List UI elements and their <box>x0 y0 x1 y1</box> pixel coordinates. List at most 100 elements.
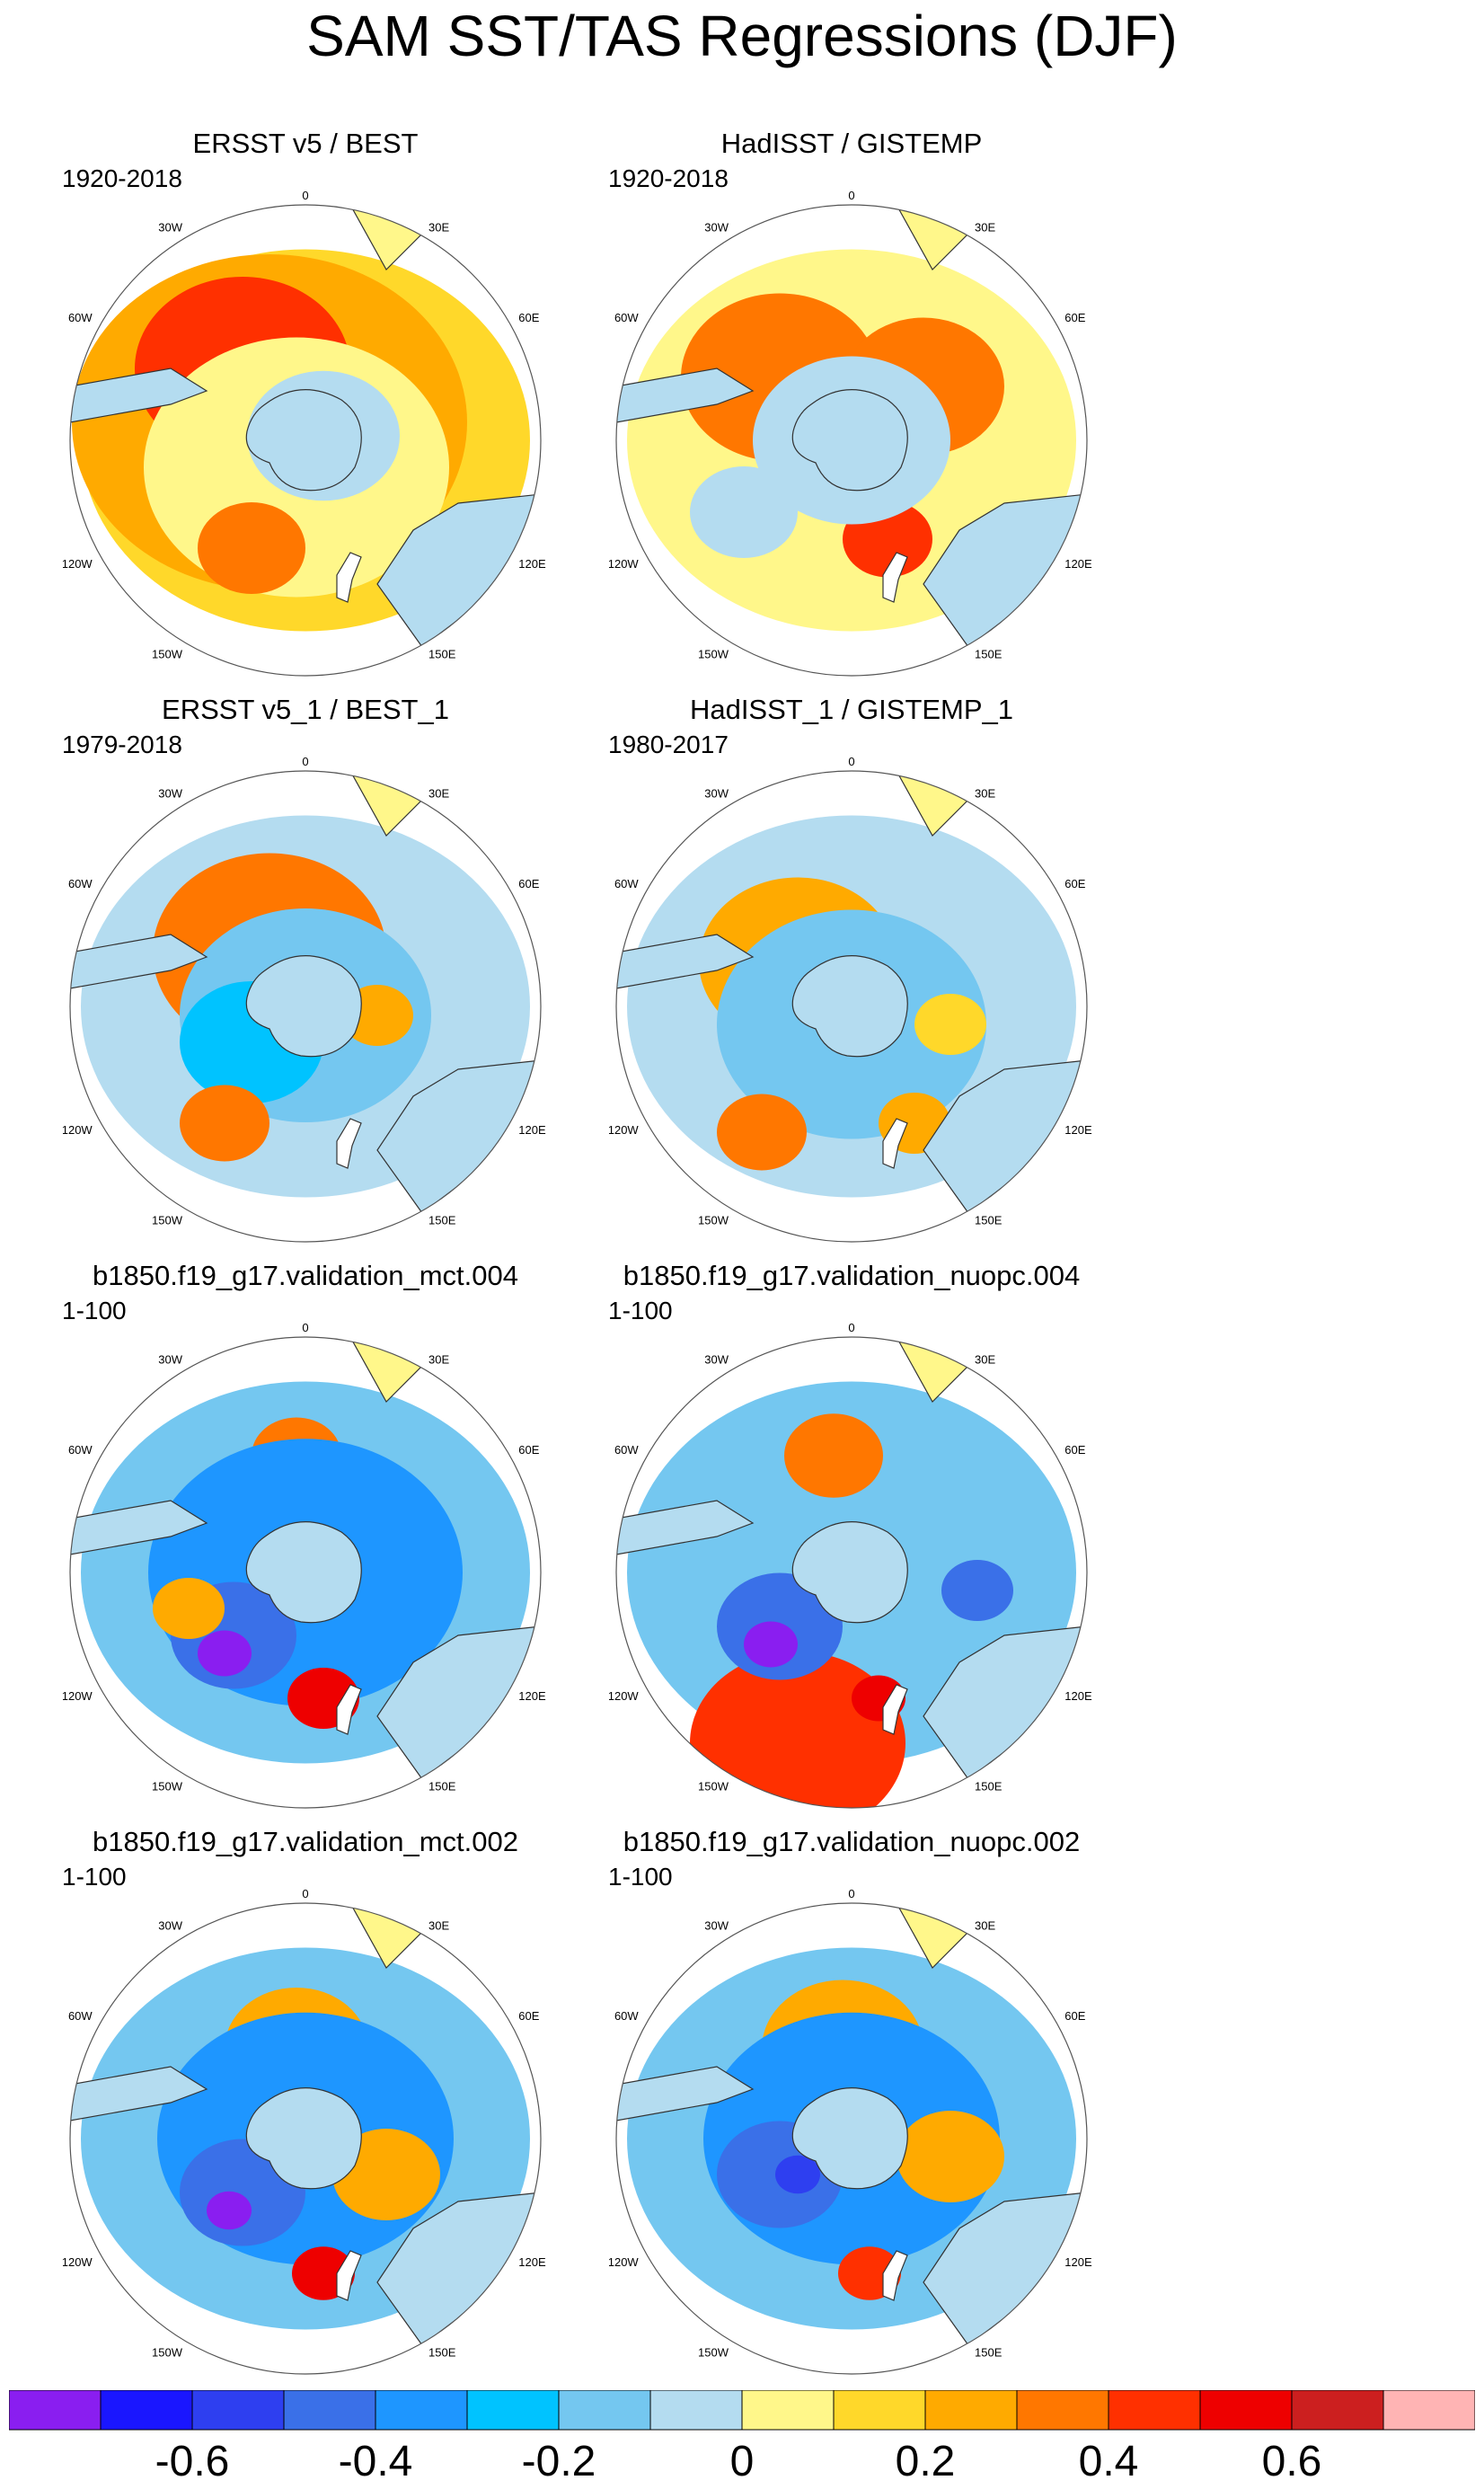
antarctica-landmass <box>791 389 908 492</box>
longitude-label: 60E <box>518 877 539 890</box>
panel-title: b1850.f19_g17.validation_mct.004 <box>93 1260 518 1291</box>
longitude-label: 120W <box>609 2255 639 2269</box>
colorbar-tick-label: 0 <box>729 2438 755 2485</box>
panel-title: ERSST v5 / BEST <box>192 128 419 159</box>
south-america-landmass <box>70 368 208 423</box>
map-panel: HadISST_1 / GISTEMP_1030E60E90E120E150E1… <box>582 692 1121 1258</box>
antarctica-landmass <box>791 955 908 1058</box>
longitude-label: 120E <box>1064 557 1092 571</box>
colorbar-swatch <box>375 2390 468 2431</box>
field-contour <box>153 1578 225 1639</box>
period-label: 1-100 <box>62 1863 127 1891</box>
longitude-label: 30W <box>704 1353 729 1367</box>
longitude-label: 60W <box>68 877 93 890</box>
colorbar-swatch <box>1382 2390 1475 2431</box>
longitude-label: 120W <box>63 1689 93 1703</box>
longitude-label: 150E <box>975 1213 1003 1227</box>
figure-title: SAM SST/TAS Regressions (DJF) <box>306 4 1178 68</box>
polar-map: 030E60E90E120E150E180150W120W90W60W30W <box>609 189 1092 683</box>
period-label: 1979-2018 <box>62 731 182 758</box>
longitude-label: 30E <box>428 787 449 801</box>
longitude-label: 60E <box>1064 1443 1085 1457</box>
field-contour <box>198 502 305 594</box>
longitude-label: 30E <box>975 1919 995 1933</box>
longitude-label: 0 <box>848 755 854 768</box>
panel-title: b1850.f19_g17.validation_nuopc.004 <box>623 1260 1081 1291</box>
panel-title: HadISST_1 / GISTEMP_1 <box>689 694 1014 725</box>
map-panel: b1850.f19_g17.validation_nuopc.002 0 30E 60… <box>582 1824 1121 2390</box>
antarctica-landmass <box>791 2087 908 2190</box>
colorbar <box>9 2390 1475 2431</box>
south-america-landmass <box>616 2066 755 2121</box>
longitude-label: 180 <box>296 2378 315 2381</box>
map-border <box>69 1336 542 1809</box>
longitude-label: 0 <box>848 189 854 202</box>
longitude-label: 30E <box>975 221 995 235</box>
south-america-landmass <box>616 368 755 423</box>
polar-map: 030E60E90E120E150E180150W120W90W60W30W <box>63 1321 546 1815</box>
map-panel: b1850.f19_g17.validation_nuopc.004 0 30E 60… <box>582 1258 1121 1824</box>
colorbar-swatch <box>1199 2390 1293 2431</box>
colorbar-swatch <box>741 2390 835 2431</box>
period-label: 1-100 <box>62 1297 127 1324</box>
colorbar-swatch <box>466 2390 560 2431</box>
longitude-label: 60W <box>614 311 639 324</box>
longitude-label: 30W <box>704 221 729 235</box>
field-contour <box>775 2155 820 2194</box>
longitude-label: 30E <box>975 1353 995 1367</box>
longitude-label: 30E <box>975 787 995 801</box>
longitude-label: 0 <box>302 1321 308 1334</box>
south-america-landmass <box>616 1500 755 1555</box>
field-contour <box>784 1413 883 1498</box>
longitude-label: 0 <box>302 1887 308 1900</box>
longitude-label: 60E <box>518 311 539 324</box>
panel-title: HadISST / GISTEMP <box>720 128 983 159</box>
panel-title: ERSST v5_1 / BEST_1 <box>162 694 449 725</box>
longitude-label: 60E <box>1064 311 1085 324</box>
colorbar-swatch <box>924 2390 1018 2431</box>
map-border <box>615 1336 1088 1809</box>
longitude-label: 0 <box>848 1887 854 1900</box>
polar-map: 030E60E90E120E150E180150W120W90W60W30W <box>63 189 546 683</box>
polar-map: 030E60E90E120E150E180150W120W90W60W30W <box>609 755 1092 1249</box>
colorbar-swatch <box>1291 2390 1384 2431</box>
period-label: 1920-2018 <box>608 164 729 192</box>
south-america-landmass <box>70 1500 208 1555</box>
south-america-landmass <box>70 2066 208 2121</box>
map-panel: ERSST v5_1 / BEST_1030E60E90E120E150E180… <box>36 692 575 1258</box>
longitude-label: 30E <box>428 221 449 235</box>
period-label: 1920-2018 <box>62 164 182 192</box>
longitude-label: 120W <box>63 2255 93 2269</box>
period-label: 1-100 <box>608 1297 673 1324</box>
longitude-label: 180 <box>842 2378 861 2381</box>
longitude-label: 60W <box>614 1443 639 1457</box>
longitude-label: 30E <box>428 1353 449 1367</box>
polar-map: 030E60E90E120E150E180150W120W90W60W30W <box>609 1887 1092 2381</box>
longitude-label: 30W <box>704 787 729 801</box>
longitude-label: 150W <box>698 1213 729 1227</box>
new-zealand-landmass <box>336 552 362 603</box>
colorbar-swatch <box>833 2390 926 2431</box>
map-panel: HadISST / GISTEMP030E60E90E120E150E18015… <box>582 126 1121 692</box>
field-contour <box>198 1630 252 1677</box>
longitude-label: 120E <box>1064 1123 1092 1137</box>
colorbar-swatch <box>1016 2390 1109 2431</box>
longitude-label: 150W <box>698 2345 729 2359</box>
longitude-label: 30W <box>704 1919 729 1933</box>
longitude-label: 180 <box>296 1812 315 1815</box>
longitude-label: 30W <box>158 1353 182 1367</box>
longitude-label: 120E <box>518 2255 546 2269</box>
field-contour <box>914 994 986 1055</box>
colorbar-tick-label: -0.2 <box>521 2438 596 2485</box>
longitude-label: 150W <box>152 1779 183 1793</box>
longitude-label: 150W <box>698 1779 729 1793</box>
map-border <box>615 1902 1088 2375</box>
longitude-label: 180 <box>842 1246 861 1249</box>
longitude-label: 120W <box>609 1689 639 1703</box>
antarctica-landmass <box>245 1521 362 1624</box>
longitude-label: 60W <box>614 877 639 890</box>
longitude-label: 150E <box>428 2345 456 2359</box>
map-border <box>615 770 1088 1243</box>
map-panel: b1850.f19_g17.validation_mct.002030E60E9… <box>36 1824 575 2390</box>
field-contour <box>897 2111 1004 2202</box>
